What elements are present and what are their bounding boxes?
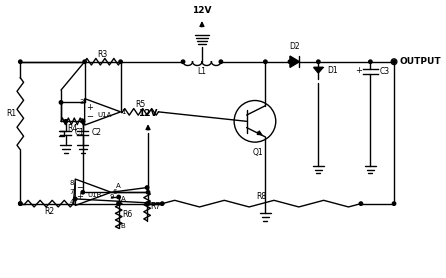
Text: R7: R7: [150, 202, 161, 211]
Circle shape: [182, 60, 185, 63]
Text: C3: C3: [380, 67, 390, 76]
Text: B: B: [120, 223, 125, 229]
Circle shape: [146, 202, 150, 205]
Text: +: +: [355, 66, 363, 75]
Text: 8: 8: [70, 180, 74, 186]
Text: +: +: [76, 192, 83, 201]
Circle shape: [359, 202, 363, 205]
Text: 6: 6: [112, 189, 116, 195]
Text: R1: R1: [6, 109, 16, 118]
Text: OUTPUT: OUTPUT: [400, 57, 442, 66]
Circle shape: [161, 202, 164, 205]
Text: U1B: U1B: [88, 192, 102, 198]
Circle shape: [117, 202, 120, 205]
Text: C1: C1: [74, 128, 84, 137]
Circle shape: [264, 60, 267, 63]
Text: 1: 1: [122, 109, 126, 115]
Circle shape: [83, 60, 87, 63]
Circle shape: [317, 60, 320, 63]
Circle shape: [74, 197, 77, 201]
Text: 12V: 12V: [138, 110, 158, 118]
Circle shape: [64, 120, 67, 123]
Text: 4: 4: [70, 199, 74, 205]
Text: L1: L1: [198, 67, 206, 76]
Circle shape: [117, 195, 120, 199]
Text: A: A: [116, 183, 120, 189]
Text: 3: 3: [79, 100, 84, 105]
Circle shape: [119, 60, 122, 63]
Text: D2: D2: [289, 42, 300, 51]
Circle shape: [146, 191, 150, 194]
Text: R3: R3: [98, 50, 108, 59]
Text: U1A: U1A: [97, 112, 112, 118]
Circle shape: [219, 60, 223, 63]
Circle shape: [288, 60, 292, 63]
Circle shape: [392, 60, 396, 63]
Text: R2: R2: [44, 207, 54, 216]
Text: 12V: 12V: [192, 6, 212, 15]
Text: R4: R4: [68, 124, 78, 133]
Text: 2: 2: [79, 118, 84, 124]
Text: 9: 9: [109, 194, 114, 200]
Circle shape: [117, 202, 120, 205]
Circle shape: [59, 101, 63, 104]
Text: −: −: [86, 112, 93, 121]
Text: R5: R5: [135, 100, 145, 109]
Circle shape: [81, 120, 84, 123]
Text: 7: 7: [70, 189, 74, 195]
Text: A: A: [120, 196, 125, 202]
Text: R6: R6: [122, 210, 132, 220]
Text: +: +: [86, 103, 93, 112]
Polygon shape: [314, 67, 323, 73]
Circle shape: [19, 202, 22, 205]
Text: D1: D1: [327, 66, 338, 75]
Circle shape: [19, 60, 22, 63]
Text: Q1: Q1: [252, 148, 263, 157]
Circle shape: [19, 202, 22, 205]
Circle shape: [392, 202, 396, 205]
Text: C2: C2: [91, 128, 101, 137]
Text: R8: R8: [256, 192, 267, 200]
Circle shape: [81, 191, 84, 194]
Polygon shape: [290, 56, 299, 67]
Text: −: −: [76, 183, 83, 192]
Circle shape: [145, 186, 149, 189]
Circle shape: [369, 60, 372, 63]
Circle shape: [145, 202, 149, 205]
